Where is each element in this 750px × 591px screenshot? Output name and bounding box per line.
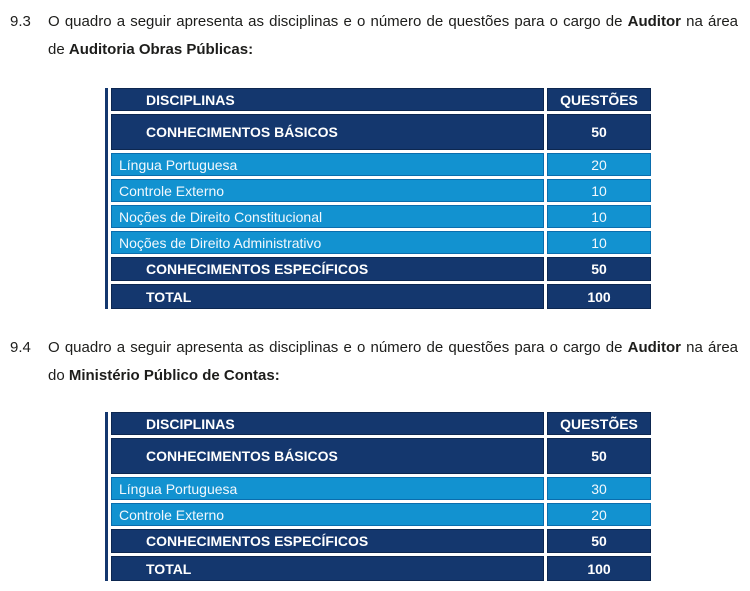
disciplines-header-cell: DISCIPLINAS (111, 412, 544, 435)
questions-cell: 10 (547, 231, 651, 254)
discipline-cell: Controle Externo (111, 179, 544, 202)
paragraph-text-part1: O quadro a seguir apresenta as disciplin… (48, 339, 623, 356)
discipline-cell: Língua Portuguesa (111, 477, 544, 500)
questions-cell: 50 (547, 257, 651, 281)
table-row: Língua Portuguesa 30 (111, 477, 651, 500)
discipline-cell: Controle Externo (111, 503, 544, 526)
table-row: CONHECIMENTOS ESPECÍFICOS 50 (111, 529, 651, 553)
table-row: Noções de Direito Administrativo 10 (111, 231, 651, 254)
paragraph-bold-cargo: Auditor (627, 13, 681, 30)
paragraph-bold-area: Ministério Público de Contas: (68, 367, 280, 384)
discipline-cell: CONHECIMENTOS ESPECÍFICOS (111, 257, 544, 281)
table-row: Controle Externo 10 (111, 179, 651, 202)
discipline-cell: CONHECIMENTOS BÁSICOS (111, 438, 544, 474)
discipline-cell: Língua Portuguesa (111, 153, 544, 176)
discipline-cell: CONHECIMENTOS BÁSICOS (111, 114, 544, 150)
questions-cell: 50 (547, 438, 651, 474)
table-row: CONHECIMENTOS BÁSICOS 50 (111, 438, 651, 474)
paragraph-bold-area: Auditoria Obras Públicas: (68, 41, 254, 58)
table-total-row: TOTAL 100 (111, 284, 651, 309)
questions-cell: 20 (547, 503, 651, 526)
table-auditoria-obras-publicas: DISCIPLINAS QUESTÕES CONHECIMENTOS BÁSIC… (105, 88, 651, 312)
paragraph-text: O quadro a seguir apresenta as disciplin… (48, 8, 738, 64)
table-row: Língua Portuguesa 20 (111, 153, 651, 176)
paragraph-9-3: 9.3 O quadro a seguir apresenta as disci… (10, 8, 738, 64)
paragraph-text-part2: na área do (48, 339, 739, 384)
table-row: Controle Externo 20 (111, 503, 651, 526)
paragraph-text-part2: na área de (48, 13, 739, 58)
discipline-cell: Noções de Direito Administrativo (111, 231, 544, 254)
disciplines-header-cell: DISCIPLINAS (111, 88, 544, 111)
questions-cell: 30 (547, 477, 651, 500)
paragraph-text: O quadro a seguir apresenta as disciplin… (48, 334, 738, 390)
total-value-cell: 100 (547, 284, 651, 309)
table-header-row: DISCIPLINAS QUESTÕES (111, 412, 651, 435)
questions-header-cell: QUESTÕES (547, 88, 651, 111)
table-row: CONHECIMENTOS BÁSICOS 50 (111, 114, 651, 150)
paragraph-bold-cargo: Auditor (627, 339, 681, 356)
table-header-row: DISCIPLINAS QUESTÕES (111, 88, 651, 111)
total-value-cell: 100 (547, 556, 651, 581)
paragraph-number: 9.3 (10, 13, 31, 30)
discipline-cell: CONHECIMENTOS ESPECÍFICOS (111, 529, 544, 553)
questions-cell: 20 (547, 153, 651, 176)
table-row: CONHECIMENTOS ESPECÍFICOS 50 (111, 257, 651, 281)
total-label-cell: TOTAL (111, 556, 544, 581)
table-total-row: TOTAL 100 (111, 556, 651, 581)
questions-cell: 50 (547, 529, 651, 553)
questions-cell: 10 (547, 179, 651, 202)
discipline-cell: Noções de Direito Constitucional (111, 205, 544, 228)
questions-cell: 50 (547, 114, 651, 150)
table-ministerio-publico-de-contas: DISCIPLINAS QUESTÕES CONHECIMENTOS BÁSIC… (105, 412, 651, 584)
table-row: Noções de Direito Constitucional 10 (111, 205, 651, 228)
paragraph-number: 9.4 (10, 339, 31, 356)
paragraph-9-4: 9.4 O quadro a seguir apresenta as disci… (10, 334, 738, 390)
questions-cell: 10 (547, 205, 651, 228)
total-label-cell: TOTAL (111, 284, 544, 309)
paragraph-text-part1: O quadro a seguir apresenta as disciplin… (48, 13, 623, 30)
questions-header-cell: QUESTÕES (547, 412, 651, 435)
